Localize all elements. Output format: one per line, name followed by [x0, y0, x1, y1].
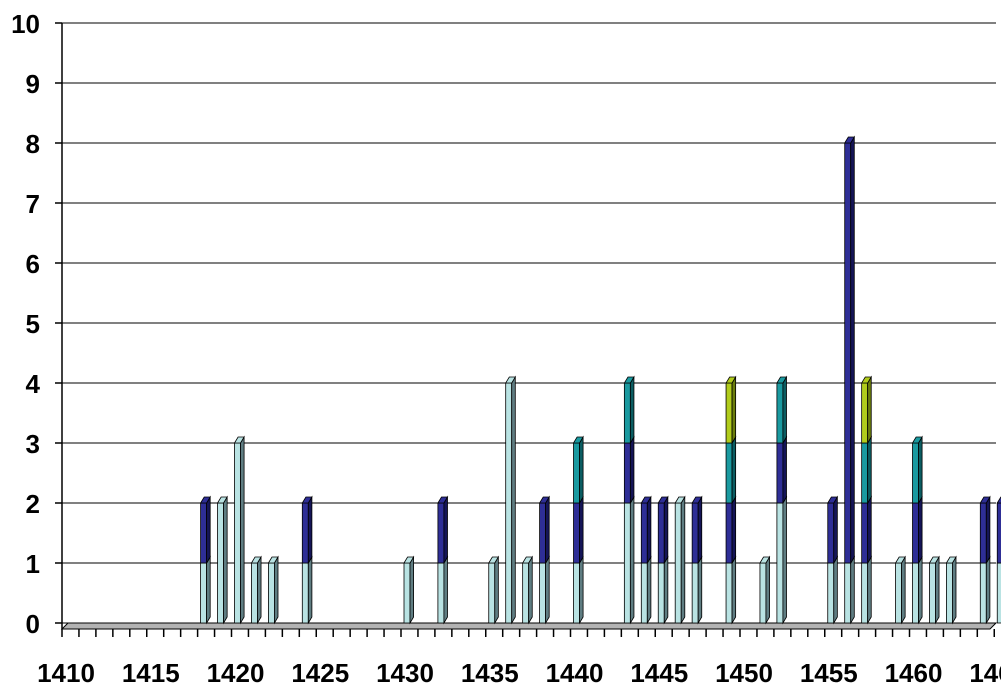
bar-segment [911, 555, 923, 625]
bar-segment [403, 555, 415, 625]
x-tick-label: 1430 [376, 658, 434, 688]
bar-segment [538, 555, 550, 625]
bar-segment [199, 555, 211, 625]
bar-segment [691, 555, 703, 625]
x-tick-label: 1460 [885, 658, 943, 688]
axes [55, 22, 995, 637]
bar-segment [301, 555, 313, 625]
bar-segment [725, 495, 737, 565]
bar-segment [640, 495, 652, 565]
bar-segment [894, 555, 906, 625]
y-tick-label: 10 [11, 9, 40, 39]
bar-segment [776, 375, 788, 445]
y-tick-label: 7 [26, 189, 40, 219]
bar-segment [725, 555, 737, 625]
bar-segment [979, 555, 991, 625]
bar-segment [759, 555, 771, 625]
bar-segment [488, 555, 500, 625]
x-tick-label: 1410 [37, 658, 95, 688]
y-tick-label: 1 [26, 549, 40, 579]
x-tick-label: 1445 [630, 658, 688, 688]
x-tick-label: 1455 [800, 658, 858, 688]
bar-segment [538, 495, 550, 565]
floor-slab [60, 622, 998, 630]
bar-segment [911, 495, 923, 565]
bar-segment [657, 495, 669, 565]
x-tick-label: 1425 [291, 658, 349, 688]
x-tick-label: 1450 [715, 658, 773, 688]
bar-segment [267, 555, 279, 625]
bar-segment [979, 495, 991, 565]
bar-segment [437, 555, 449, 625]
bar-segment [233, 435, 245, 625]
y-tick-label: 2 [26, 489, 40, 519]
bar-segment [199, 495, 211, 565]
bar-segment [945, 555, 957, 625]
y-tick-label: 4 [26, 369, 41, 399]
y-tick-label: 3 [26, 429, 40, 459]
bar-segment [521, 555, 533, 625]
bar-segment [437, 495, 449, 565]
bar-segment [860, 375, 872, 445]
bar-segment [860, 435, 872, 505]
bar-segment [691, 495, 703, 565]
bar-segment [216, 495, 228, 625]
chart-floor [60, 622, 998, 630]
bar-segment [843, 555, 856, 625]
bar-segment [827, 555, 839, 625]
x-tick-label: 1465 [969, 658, 1001, 688]
bar-segment [623, 375, 635, 445]
y-tick-label: 9 [26, 69, 40, 99]
bar-segment [928, 555, 940, 625]
bar-segment [674, 495, 686, 625]
bar-segment [572, 555, 584, 625]
y-tick-label: 0 [26, 609, 40, 639]
x-tick-labels: 1410 1415 1420 1425 1430 1435 1440 1445 1450 1455… [37, 658, 1001, 688]
bar-segment [572, 435, 584, 505]
bar-segment [776, 495, 788, 625]
bar-segment [860, 555, 872, 625]
x-tick-label: 1435 [461, 658, 519, 688]
bar-segment [996, 556, 1001, 624]
bar-segment [623, 495, 635, 625]
bar-segment [623, 435, 635, 505]
bar-segment [301, 495, 313, 565]
bar-segment [640, 555, 652, 625]
bar-segment [996, 496, 1001, 564]
bar-segment [827, 495, 839, 565]
bar-segment [725, 435, 737, 505]
bar-segment [860, 495, 872, 565]
y-tick-label: 6 [26, 249, 40, 279]
bar-segment [911, 435, 923, 505]
x-tick-label: 1415 [122, 658, 180, 688]
y-tick-label: 5 [26, 309, 40, 339]
x-tick-label: 1420 [207, 658, 265, 688]
bar-segment [657, 555, 669, 625]
bar-segment [843, 135, 856, 565]
bar-segment [250, 555, 262, 625]
y-tick-labels: 0 1 2 3 4 5 6 7 8 9 10 [11, 9, 40, 639]
bar-segment [776, 435, 788, 505]
bar-segment [504, 375, 517, 625]
bar-segment [572, 495, 584, 565]
x-tick-label: 1440 [546, 658, 604, 688]
y-tick-label: 8 [26, 129, 40, 159]
bar-segment [725, 375, 737, 445]
bars [199, 135, 1001, 625]
